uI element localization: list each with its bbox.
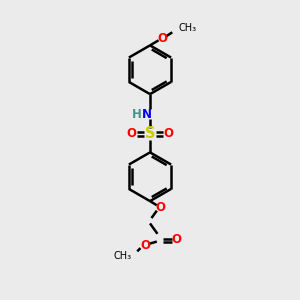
Text: CH₃: CH₃: [179, 23, 197, 33]
Text: O: O: [127, 127, 136, 140]
Text: CH₃: CH₃: [113, 250, 131, 260]
Text: O: O: [158, 32, 167, 45]
Text: N: N: [142, 108, 152, 121]
Text: O: O: [155, 201, 165, 214]
Text: S: S: [145, 126, 155, 141]
Text: H: H: [132, 108, 142, 121]
Text: O: O: [172, 233, 182, 246]
Text: O: O: [164, 127, 173, 140]
Text: O: O: [140, 238, 150, 252]
